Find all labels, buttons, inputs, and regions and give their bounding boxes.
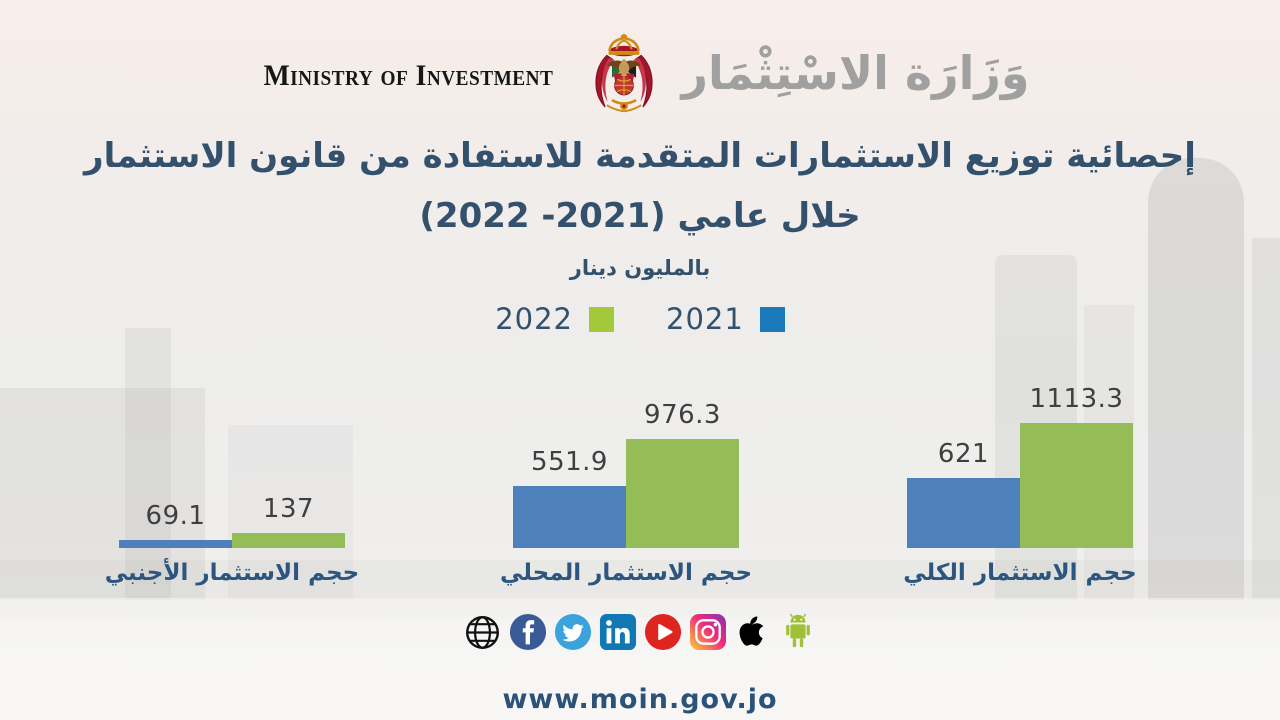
legend-swatch-2021: [759, 306, 785, 332]
header: Ministry of Investment وَزَارَة الاسْتِث…: [0, 30, 1280, 122]
legend-label-2022: 2022: [495, 302, 573, 336]
bar-2022: [1020, 423, 1133, 548]
social-icons-row: [0, 610, 1280, 654]
bar-2021: [907, 478, 1020, 548]
bar-column-2022: 976.3: [626, 400, 739, 548]
bar-column-2021: 621: [907, 439, 1020, 548]
globe-icon[interactable]: [463, 612, 503, 652]
instagram-icon[interactable]: [688, 612, 728, 652]
unit-subtitle: بالمليون دينار: [569, 256, 711, 280]
bar-2022: [626, 439, 739, 548]
bar-column-2022: 1113.3: [1020, 384, 1133, 548]
bar-value-label: 621: [937, 439, 990, 469]
bar-column-2021: 551.9: [513, 447, 626, 548]
android-icon[interactable]: [778, 612, 818, 652]
bar-pair: 621 1113.3: [907, 380, 1133, 548]
legend-item-2021: 2021: [666, 302, 785, 336]
bar-value-label: 1113.3: [1029, 384, 1124, 414]
bar-value-label: 69.1: [145, 501, 206, 531]
website-url[interactable]: www.moin.gov.jo: [502, 684, 778, 715]
bar-group: 551.9 976.3 حجم الاستثمار المحلي: [500, 380, 752, 586]
facebook-icon[interactable]: [508, 612, 548, 652]
legend-swatch-2022: [589, 306, 614, 332]
legend-item-2022: 2022: [495, 302, 614, 336]
youtube-icon[interactable]: [643, 612, 683, 652]
bar-column-2021: 69.1: [119, 501, 232, 548]
bar-value-label: 137: [262, 494, 315, 524]
legend-label-2021: 2021: [666, 302, 744, 336]
chart-title-line2: خلال عامي (2021- 2022): [419, 196, 861, 236]
linkedin-icon[interactable]: [598, 612, 638, 652]
bar-value-label: 551.9: [531, 447, 608, 477]
jordan-royal-crest-emblem: [594, 33, 653, 113]
bar-column-2022: 137: [232, 494, 345, 548]
bar-value-label: 976.3: [644, 400, 721, 430]
chart-title-line1: إحصائية توزيع الاستثمارات المتقدمة للاست…: [84, 136, 1196, 176]
ministry-name-english: Ministry of Investment: [263, 59, 553, 92]
category-label: حجم الاستثمار الكلي: [903, 560, 1137, 586]
bar-group: 621 1113.3 حجم الاستثمار الكلي: [903, 380, 1136, 586]
bar-pair: 69.1 137: [119, 380, 345, 548]
apple-icon[interactable]: [733, 612, 773, 652]
bar-group: 69.1 137 حجم الاستثمار الأجنبي: [105, 380, 360, 586]
bar-2021: [119, 540, 232, 548]
bar-2021: [513, 486, 626, 548]
twitter-icon[interactable]: [553, 612, 593, 652]
bar-pair: 551.9 976.3: [513, 380, 739, 548]
category-label: حجم الاستثمار الأجنبي: [104, 560, 360, 586]
ministry-name-arabic-calligraphy: وَزَارَة الاسْتِثْمَار: [681, 46, 1030, 100]
bar-2022: [232, 533, 345, 548]
chart-legend: 2022 2021: [0, 302, 1280, 336]
category-label: حجم الاستثمار المحلي: [499, 560, 753, 586]
bar-chart: 69.1 137 حجم الاستثمار الأجنبي 551.9 976.3 حج…: [0, 380, 1280, 620]
